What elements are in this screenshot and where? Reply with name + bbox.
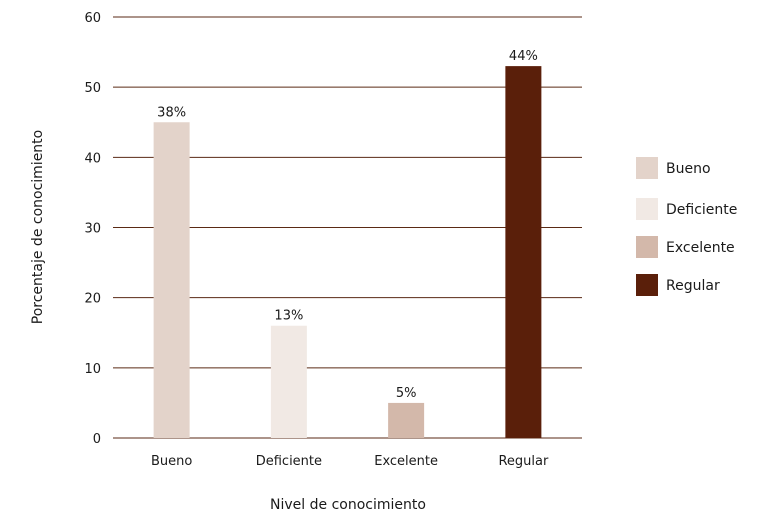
x-tick-label-excelente: Excelente <box>374 454 438 469</box>
bar-bueno <box>153 122 190 438</box>
y-tick-label-60: 60 <box>84 11 101 26</box>
legend-label-regular: Regular <box>666 278 720 294</box>
y-axis-ticks: 0 10 20 30 40 50 60 <box>84 11 101 447</box>
bar-excelente <box>388 402 425 438</box>
data-labels: 38% 13% 5% 44% <box>157 49 538 401</box>
x-tick-label-bueno: Bueno <box>151 454 192 469</box>
y-axis-title: Porcentaje de conocimiento <box>30 130 46 324</box>
data-label-regular: 44% <box>509 49 538 64</box>
legend: Bueno Deficiente Excelente Regular <box>636 157 737 296</box>
y-tick-label-20: 20 <box>84 292 101 307</box>
y-tick-label-10: 10 <box>84 362 101 377</box>
x-axis-ticks: Bueno Deficiente Excelente Regular <box>151 454 549 469</box>
legend-swatch-regular <box>636 274 658 296</box>
x-axis-title: Nivel de conocimiento <box>270 497 426 513</box>
data-label-deficiente: 13% <box>274 309 303 324</box>
legend-swatch-bueno <box>636 157 658 179</box>
bar-deficiente <box>270 325 307 438</box>
bars <box>153 66 542 438</box>
x-tick-label-regular: Regular <box>498 454 549 469</box>
legend-swatch-excelente <box>636 236 658 258</box>
y-tick-label-0: 0 <box>93 432 101 447</box>
gridlines <box>113 16 582 439</box>
y-tick-label-40: 40 <box>84 151 101 166</box>
legend-label-deficiente: Deficiente <box>666 202 737 218</box>
y-tick-label-50: 50 <box>84 81 101 96</box>
legend-swatch-deficiente <box>636 198 658 220</box>
x-tick-label-deficiente: Deficiente <box>256 454 322 469</box>
legend-label-bueno: Bueno <box>666 161 711 177</box>
y-tick-label-30: 30 <box>84 222 101 237</box>
data-label-excelente: 5% <box>396 386 417 401</box>
data-label-bueno: 38% <box>157 105 186 120</box>
legend-label-excelente: Excelente <box>666 240 735 256</box>
bar-regular <box>505 66 542 438</box>
